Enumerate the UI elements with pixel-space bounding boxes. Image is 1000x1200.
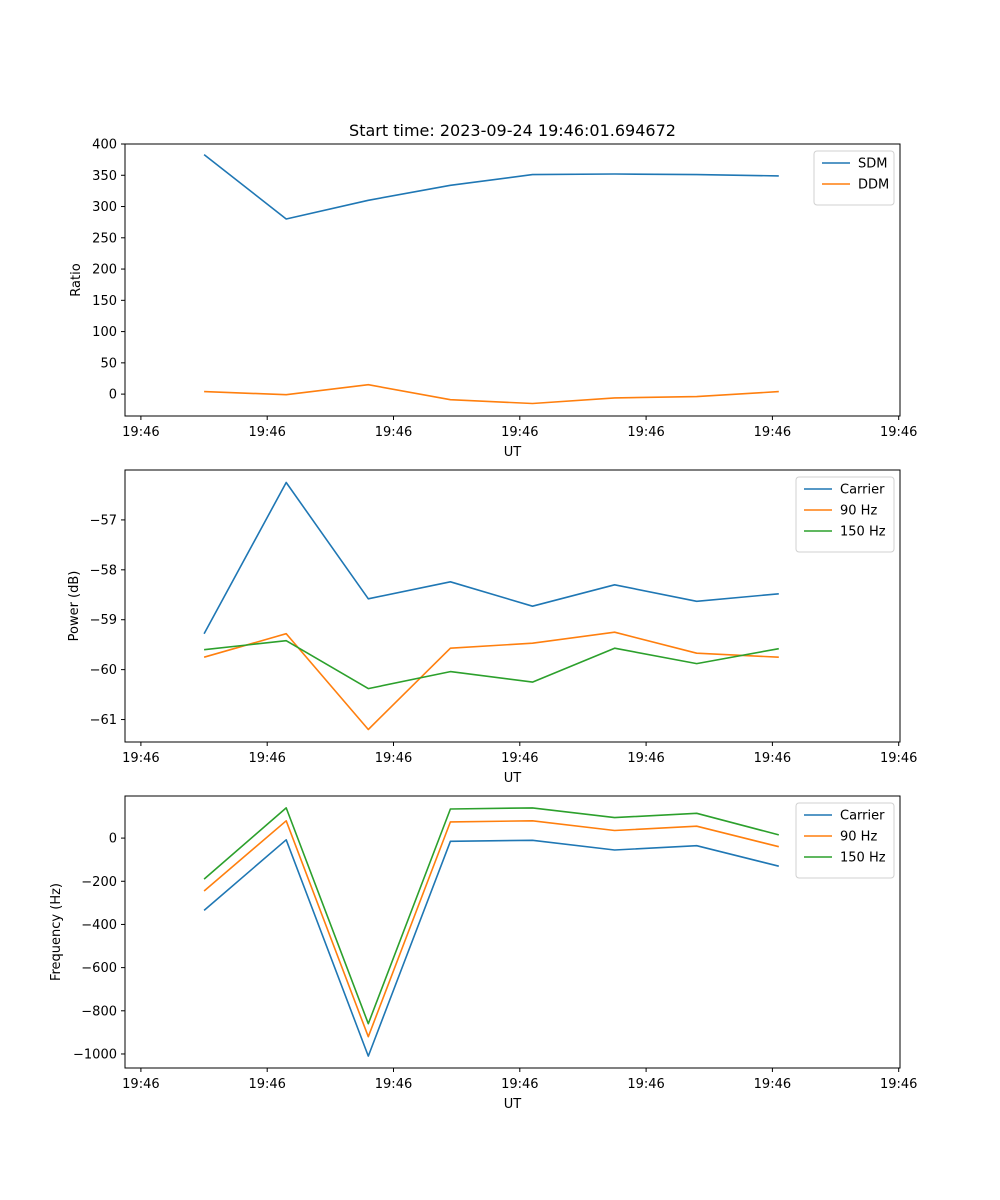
legend-label: DDM: [858, 178, 889, 193]
y-tick-label: 0: [109, 388, 117, 403]
x-tick-label: 19:46: [375, 425, 412, 440]
x-tick-label: 19:46: [501, 751, 538, 766]
y-tick-label: 300: [92, 200, 117, 215]
x-tick-label: 19:46: [627, 1077, 664, 1092]
series-line-90-hz: [203, 631, 779, 731]
series-line-sdm: [203, 153, 779, 220]
legend-label: Carrier: [840, 483, 885, 498]
legend-box: [795, 802, 895, 879]
x-tick-label: 19:46: [754, 425, 791, 440]
y-tick-label: 400: [92, 138, 117, 153]
series-line-carrier: [203, 481, 779, 635]
y-tick-label: 100: [92, 325, 117, 340]
legend-label: SDM: [858, 157, 887, 172]
ratio-panel: 19:4619:4619:4619:4619:4619:4619:4619:47…: [69, 138, 917, 461]
series-line-150-hz: [203, 807, 780, 1025]
legend-label: 150 Hz: [840, 851, 886, 866]
x-tick-label: 19:46: [880, 751, 917, 766]
y-tick-label: −800: [81, 1004, 117, 1019]
x-tick-label: 19:46: [880, 1077, 917, 1092]
frequency-panel: 19:4619:4619:4619:4619:4619:4619:4619:47…: [49, 795, 917, 1112]
x-tick-label: 19:46: [122, 425, 159, 440]
y-tick-label: −1000: [73, 1047, 117, 1062]
y-tick-label: −200: [81, 875, 117, 890]
series-line-90-hz: [203, 819, 779, 1038]
y-axis-title: Frequency (Hz): [49, 883, 64, 981]
y-tick-label: −600: [81, 961, 117, 976]
y-tick-label: 200: [92, 263, 117, 278]
y-tick-label: 0: [109, 832, 117, 847]
y-tick-label: 250: [92, 231, 117, 246]
x-axis-title: UT: [504, 1097, 522, 1112]
x-axis-title: UT: [504, 771, 522, 786]
chart-title: Start time: 2023-09-24 19:46:01.694672: [349, 121, 676, 140]
x-tick-label: 19:46: [627, 751, 664, 766]
series-line-150-hz: [204, 639, 779, 690]
x-tick-label: 19:46: [248, 1077, 285, 1092]
y-axis-title: Ratio: [69, 263, 84, 296]
x-tick-label: 19:46: [248, 751, 285, 766]
axes-frame: [124, 143, 901, 417]
axes-frame: [124, 469, 901, 743]
legend-label: 150 Hz: [840, 525, 886, 540]
x-tick-label: 19:46: [627, 425, 664, 440]
y-tick-label: 150: [92, 294, 117, 309]
x-tick-label: 19:46: [122, 1077, 159, 1092]
x-tick-label: 19:46: [248, 425, 285, 440]
legend-box: [795, 476, 895, 553]
y-tick-label: −59: [90, 613, 117, 628]
y-tick-label: 350: [92, 169, 117, 184]
x-tick-label: 19:46: [501, 425, 538, 440]
power-panel: 19:4619:4619:4619:4619:4619:4619:4619:47…: [67, 469, 917, 786]
series-line-carrier: [203, 838, 779, 1057]
y-axis-title: Power (dB): [67, 571, 82, 642]
y-tick-label: −60: [90, 663, 117, 678]
x-tick-label: 19:46: [375, 751, 412, 766]
x-tick-label: 19:46: [122, 751, 159, 766]
y-tick-label: −400: [81, 918, 117, 933]
x-axis-title: UT: [504, 445, 522, 460]
legend-label: 90 Hz: [840, 830, 877, 845]
series-line-ddm: [204, 383, 779, 405]
legend-label: Carrier: [840, 809, 885, 824]
x-tick-label: 19:46: [754, 1077, 791, 1092]
y-tick-label: −57: [90, 513, 117, 528]
legend-label: 90 Hz: [840, 504, 877, 519]
legend-box: [813, 150, 895, 206]
y-tick-label: −61: [90, 713, 117, 728]
axes-frame: [124, 795, 901, 1069]
y-tick-label: −58: [90, 563, 117, 578]
x-tick-label: 19:46: [754, 751, 791, 766]
y-tick-label: 50: [100, 356, 117, 371]
x-tick-label: 19:46: [880, 425, 917, 440]
x-tick-label: 19:46: [501, 1077, 538, 1092]
x-tick-label: 19:46: [375, 1077, 412, 1092]
